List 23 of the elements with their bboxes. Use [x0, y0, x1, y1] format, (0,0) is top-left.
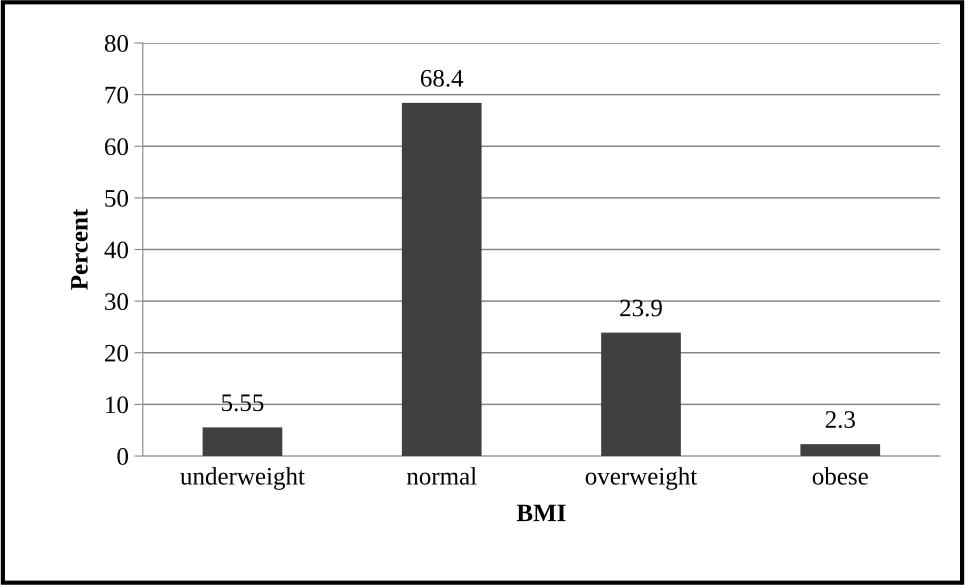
y-tick-label: 20: [105, 344, 128, 362]
y-tick-label: 10: [106, 396, 128, 414]
y-tick-label: 30: [105, 293, 128, 310]
y-tick-label: 40: [104, 242, 128, 258]
x-tick-label: obese: [812, 467, 868, 485]
y-tick-label: 60: [105, 138, 128, 156]
x-tick-label: normal: [406, 467, 477, 485]
data-label: 23.9: [620, 300, 662, 317]
y-tick-label: 70: [106, 86, 128, 104]
x-tick-label: overweight: [586, 467, 698, 490]
x-axis-title: BMI: [516, 504, 566, 522]
data-label: 2.3: [826, 411, 855, 428]
data-label: 68.4: [420, 70, 464, 87]
bar: [800, 444, 880, 456]
data-label: 5.55: [222, 394, 264, 412]
x-tick-label: underweight: [180, 467, 305, 490]
y-tick-label: 50: [105, 190, 128, 207]
y-tick-label: 80: [104, 35, 128, 52]
bar: [402, 102, 482, 456]
bar: [601, 332, 681, 456]
bar: [202, 427, 282, 456]
y-axis-title: Percent: [71, 208, 88, 290]
y-tick-label: 0: [117, 448, 128, 465]
